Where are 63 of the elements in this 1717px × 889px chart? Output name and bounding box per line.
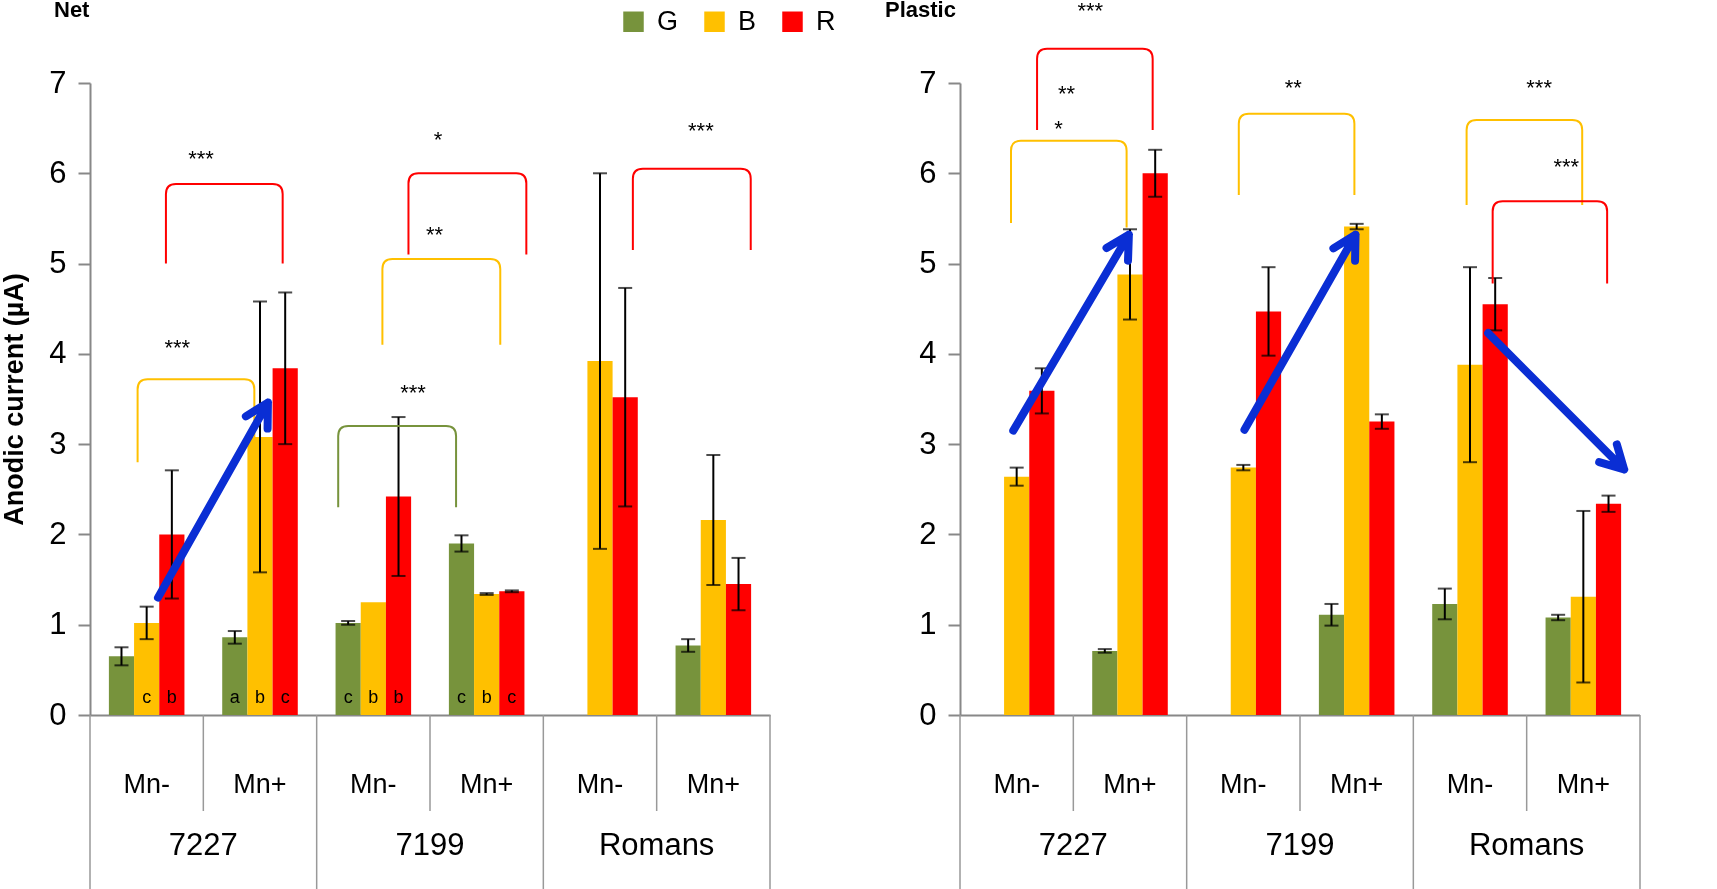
annotation: *** xyxy=(164,335,191,361)
y-tick-label: 0 xyxy=(919,696,937,732)
annotation: *** xyxy=(688,118,715,144)
x-tick-label: Mn+ xyxy=(233,768,287,799)
y-tick-label: 7 xyxy=(919,64,937,100)
x-tick-label: Mn- xyxy=(1220,768,1267,799)
y-axis-title: Anodic current (µA) xyxy=(0,273,30,526)
y-tick-label: 4 xyxy=(919,335,937,371)
text: Romans xyxy=(1468,827,1585,862)
annotation: *** xyxy=(188,145,215,171)
y-tick-label: 2 xyxy=(49,515,67,551)
data-label: c xyxy=(142,687,152,707)
legend-label: R xyxy=(816,5,836,36)
x-tick-label: Mn- xyxy=(993,768,1040,799)
annotation: * xyxy=(1054,115,1064,141)
y-tick-label: 6 xyxy=(919,154,937,190)
data-label: c xyxy=(280,687,290,707)
y-tick-label: 6 xyxy=(49,154,67,190)
x-tick-label: Mn+ xyxy=(1103,768,1157,799)
x-tick-label: Mn- xyxy=(576,768,624,799)
chart-title: Net xyxy=(54,0,91,22)
annotation: ** xyxy=(1284,75,1303,101)
y-tick-label: 7 xyxy=(49,64,67,100)
annotation: *** xyxy=(400,380,427,406)
x-tick-label: Mn+ xyxy=(460,768,514,799)
text: 7227 xyxy=(168,827,238,862)
text: *** xyxy=(1077,0,1104,24)
data-label: a xyxy=(229,687,241,707)
annotation: ** xyxy=(1057,80,1076,106)
text: 7199 xyxy=(395,827,465,862)
y-tick-label: 3 xyxy=(919,425,937,461)
annotation: ** xyxy=(425,222,444,248)
data-label: b xyxy=(368,687,379,707)
data-label: b xyxy=(481,687,492,707)
y-tick-label: 2 xyxy=(919,515,937,551)
annotation: * xyxy=(433,127,443,153)
data-label: b xyxy=(166,687,177,707)
y-tick-label: 4 xyxy=(49,335,67,371)
data-label: c xyxy=(343,687,353,707)
data-label: c xyxy=(456,687,466,707)
data-label: b xyxy=(254,687,266,707)
x-tick-label: Mn- xyxy=(1446,768,1494,799)
legend-label: B xyxy=(738,5,757,36)
x-tick-label: Mn+ xyxy=(1556,768,1610,799)
x-tick-label: Mn+ xyxy=(1330,768,1384,799)
y-tick-label: 3 xyxy=(49,425,67,461)
y-tick-label: 5 xyxy=(919,245,937,281)
text: 7227 xyxy=(1038,827,1108,862)
text: 7199 xyxy=(1265,827,1335,862)
y-tick-label: 1 xyxy=(919,606,937,642)
x-tick-label: Mn- xyxy=(350,768,397,799)
data-label: b xyxy=(393,687,404,707)
annotation: *** xyxy=(1553,153,1580,179)
x-tick-label: Mn- xyxy=(123,768,170,799)
y-tick-label: 0 xyxy=(49,696,67,732)
chart-title: Plastic xyxy=(885,0,956,22)
x-tick-label: Mn+ xyxy=(686,768,740,799)
legend-label: G xyxy=(657,5,679,36)
annotation: *** xyxy=(1526,75,1553,101)
data-label: c xyxy=(507,687,517,707)
y-tick-label: 1 xyxy=(49,606,67,642)
y-tick-label: 5 xyxy=(49,245,67,281)
text: Romans xyxy=(598,827,715,862)
